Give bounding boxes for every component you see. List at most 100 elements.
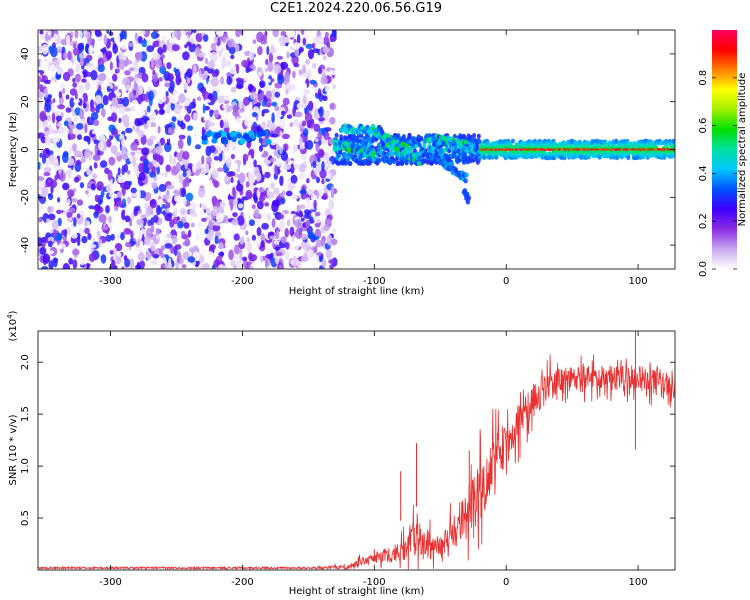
heatmap-cell <box>44 182 52 188</box>
heatmap-cell <box>165 91 169 97</box>
heatmap-cell <box>230 200 234 211</box>
heatmap-cell <box>110 104 118 116</box>
heatmap-cell <box>58 243 62 250</box>
heatmap-cell <box>43 166 52 173</box>
heatmap-cell <box>140 30 146 36</box>
heatmap-cell <box>200 86 207 94</box>
heatmap-cell <box>128 180 132 186</box>
heatmap-cell <box>169 80 175 90</box>
heatmap-cell <box>292 80 300 86</box>
heatmap-cell <box>305 197 311 205</box>
heatmap-cell <box>158 108 165 115</box>
heatmap-cell <box>148 90 155 101</box>
heatmap-cell <box>284 249 290 261</box>
heatmap-cell <box>237 215 245 226</box>
heatmap-cell <box>246 242 252 253</box>
heatmap-cell <box>63 120 69 127</box>
heatmap-cell <box>314 245 318 254</box>
x-tick-label: -300 <box>99 276 122 287</box>
heatmap-cell <box>232 143 241 154</box>
heatmap-cell <box>249 254 258 262</box>
heatmap-cell <box>257 92 264 103</box>
heatmap-cell <box>109 61 113 71</box>
heatmap-cell <box>253 159 257 168</box>
heatmap-cell <box>177 139 184 150</box>
heatmap-cell <box>248 51 255 61</box>
heatmap-cell <box>49 80 56 89</box>
heatmap-cell <box>317 148 325 158</box>
heatmap-cell <box>170 102 175 111</box>
heatmap-cell <box>242 256 248 262</box>
heatmap-cell <box>300 264 306 269</box>
heatmap-cell <box>303 89 307 97</box>
heatmap-cell <box>90 183 97 191</box>
heatmap-cell <box>266 90 272 100</box>
heatmap-cell <box>88 45 94 56</box>
heatmap-cell <box>137 252 145 262</box>
heatmap-cell <box>275 112 282 119</box>
heatmap-cell <box>48 154 56 166</box>
heatmap-cell <box>68 207 76 213</box>
heatmap-cell <box>215 30 223 36</box>
heatmap-cell <box>255 137 259 148</box>
heatmap-cell <box>111 85 118 91</box>
heatmap-cell <box>85 190 89 195</box>
heatmap-cell <box>113 128 118 139</box>
heatmap-cell <box>81 78 87 83</box>
heatmap-cell <box>106 138 112 148</box>
heatmap-cell <box>100 48 106 53</box>
heatmap-cell <box>151 57 155 68</box>
heatmap-cell <box>291 194 299 200</box>
heatmap-cell <box>68 146 73 155</box>
heatmap-cell <box>138 172 146 182</box>
heatmap-cell <box>203 30 209 34</box>
heatmap-cell <box>62 71 71 82</box>
heatmap-cell <box>218 251 225 257</box>
heatmap-cell <box>321 258 327 268</box>
heatmap-cell <box>207 60 216 69</box>
heatmap-cell <box>169 96 178 104</box>
heatmap-cell <box>256 200 264 210</box>
heatmap-cell <box>230 136 237 142</box>
heatmap-cell <box>292 119 301 128</box>
heatmap-cell <box>289 122 293 128</box>
heatmap-cell <box>179 64 185 75</box>
heatmap-cell <box>213 109 220 119</box>
heatmap-cell <box>139 130 144 138</box>
heatmap-cell <box>137 117 146 126</box>
heatmap-cell <box>38 75 42 83</box>
heatmap-cell <box>248 154 252 164</box>
heatmap-cell <box>152 69 156 76</box>
heatmap-cell <box>66 211 73 218</box>
heatmap-cell <box>39 110 47 122</box>
heatmap-cell <box>261 111 265 117</box>
heatmap-cell <box>86 116 91 125</box>
heatmap-cell <box>305 139 314 150</box>
heatmap-cell <box>121 145 127 153</box>
heatmap-cell <box>38 142 43 150</box>
heatmap-cell <box>283 143 289 151</box>
heatmap-cell <box>55 115 63 122</box>
heatmap-cell <box>171 116 177 122</box>
heatmap-cell <box>108 124 116 132</box>
y-tick-label: 0.5 <box>20 510 31 526</box>
heatmap-cell <box>246 137 253 144</box>
heatmap-cell <box>116 68 121 74</box>
heatmap-cell <box>190 222 195 228</box>
heatmap-cell <box>57 104 65 110</box>
heatmap-cell <box>71 244 75 250</box>
heatmap-cell <box>322 95 328 102</box>
heatmap-cell <box>280 151 288 161</box>
heatmap-cell <box>174 30 181 39</box>
x-tick-label: -200 <box>231 276 254 287</box>
heatmap-cell <box>299 189 307 195</box>
heatmap-cell <box>221 186 225 196</box>
x-tick-label: -200 <box>231 577 254 588</box>
heatmap-cell <box>145 252 152 258</box>
heatmap-cell <box>270 89 276 100</box>
heatmap-cell <box>90 112 99 121</box>
heatmap-cell <box>183 198 187 206</box>
heatmap-cell <box>174 244 182 250</box>
heatmap-cell <box>178 93 186 104</box>
